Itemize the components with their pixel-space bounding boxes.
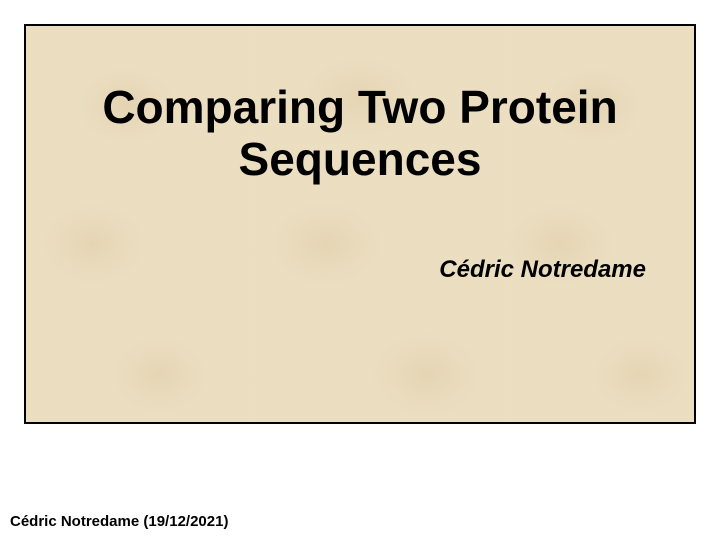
content-box: Comparing Two Protein Sequences Cédric N… <box>24 24 696 424</box>
slide-author: Cédric Notredame <box>439 256 646 284</box>
slide-footer: Cédric Notredame (19/12/2021) <box>10 513 228 530</box>
slide-title: Comparing Two Protein Sequences <box>26 82 694 185</box>
slide: Comparing Two Protein Sequences Cédric N… <box>0 0 720 540</box>
